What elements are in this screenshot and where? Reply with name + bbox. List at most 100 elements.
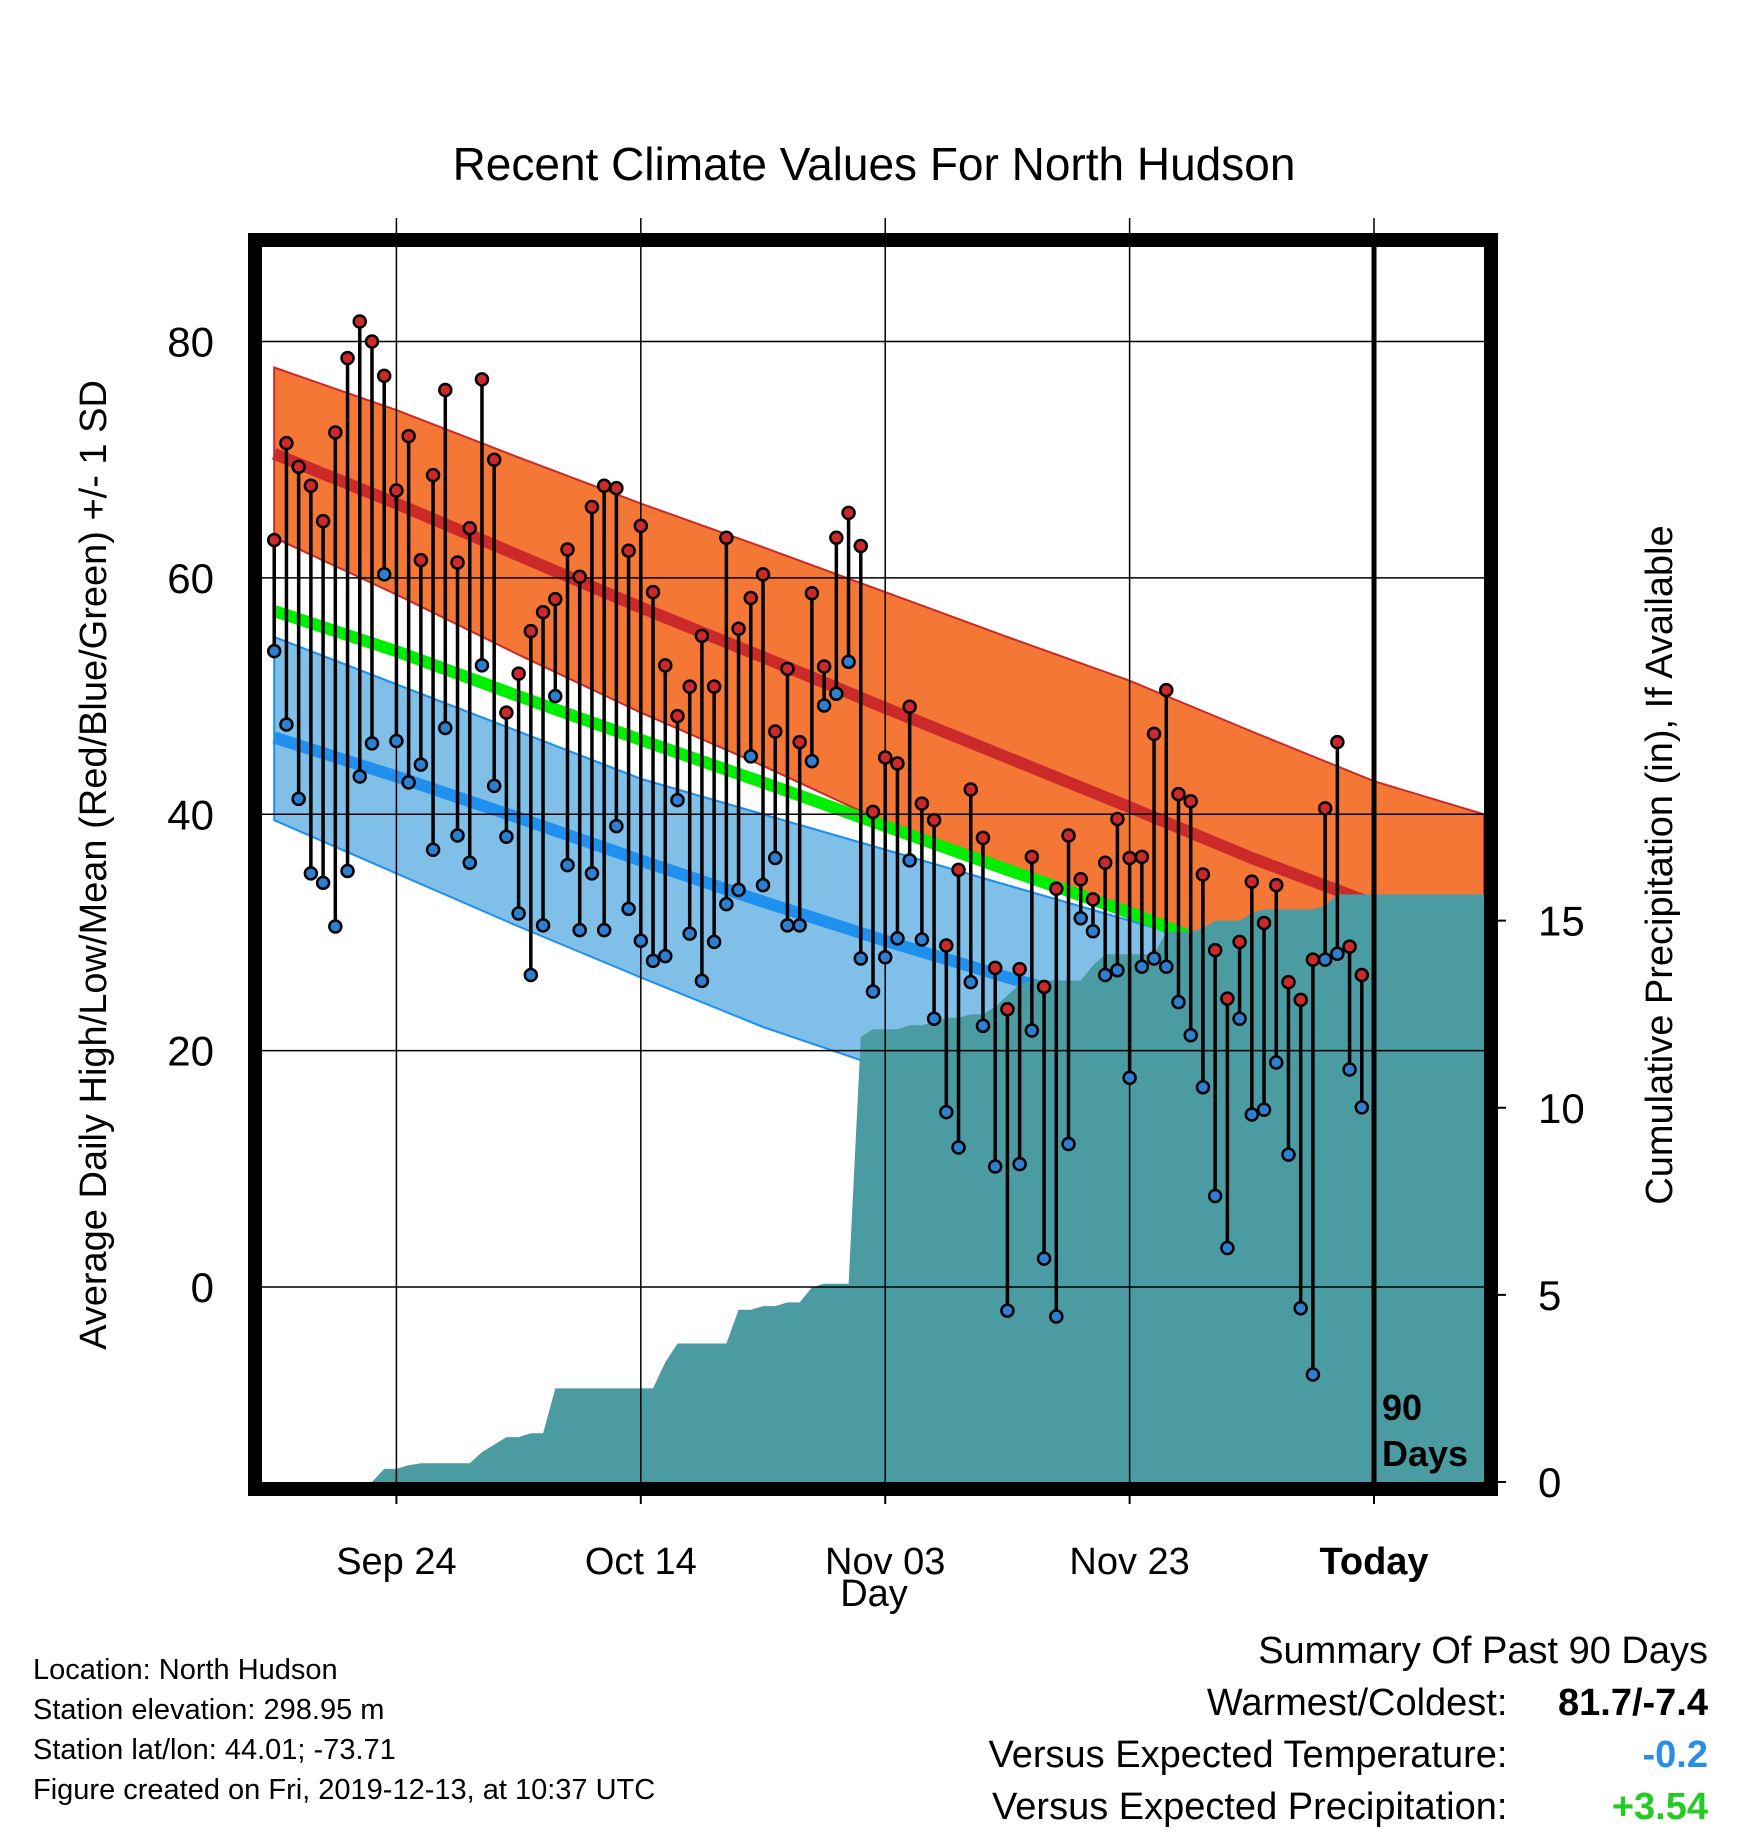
observed-low-point <box>1305 1367 1321 1382</box>
observed-high-point <box>902 699 917 714</box>
observed-high-point <box>560 542 575 557</box>
observed-low-point <box>1159 959 1174 974</box>
observed-high-point <box>621 543 636 558</box>
observed-low-point <box>829 686 844 701</box>
observed-high-point <box>364 334 380 349</box>
observed-low-point <box>963 974 979 990</box>
observed-high-point <box>804 586 820 601</box>
observed-high-point <box>1061 828 1076 843</box>
observed-low-point <box>1220 1240 1235 1256</box>
observed-high-point <box>1305 952 1321 967</box>
observed-low-point <box>548 688 563 704</box>
observed-high-point <box>963 782 979 797</box>
observed-low-point <box>1256 1102 1272 1117</box>
observed-high-point <box>780 661 795 677</box>
observed-high-point <box>816 659 832 674</box>
observed-high-point <box>315 513 331 529</box>
observed-high-point <box>1085 892 1101 907</box>
observed-low-point <box>1085 924 1101 939</box>
observed-high-point <box>914 796 930 811</box>
observed-low-point <box>523 967 539 983</box>
observed-high-point <box>987 960 1003 976</box>
observed-low-point <box>1354 1100 1370 1115</box>
observed-high-point <box>1097 855 1113 870</box>
observed-low-point <box>499 829 514 844</box>
observed-high-point <box>841 505 856 521</box>
observed-low-point <box>987 1159 1003 1174</box>
observed-low-point <box>926 1011 942 1026</box>
station-elevation: Station elevation: 298.95 m <box>33 1694 385 1726</box>
observed-high-point <box>877 750 893 765</box>
observed-high-point <box>572 569 587 584</box>
x-tick-label: Today <box>1319 1541 1428 1583</box>
observed-high-point <box>633 518 649 534</box>
observed-high-point <box>413 552 429 568</box>
observed-high-point <box>670 708 685 724</box>
observed-low-point <box>792 918 807 933</box>
observed-high-point <box>890 756 905 771</box>
observed-low-point <box>450 828 465 843</box>
observed-low-point <box>1342 1062 1357 1077</box>
summary-vs-temp: Versus Expected Temperature: -0.2 <box>989 1729 1708 1781</box>
observed-low-point <box>719 896 734 912</box>
summary-heading: Summary Of Past 90 Days <box>1258 1630 1708 1672</box>
observed-high-point <box>719 530 734 545</box>
summary-warmest-coldest: Warmest/Coldest: 81.7/-7.4 <box>989 1677 1708 1729</box>
observed-low-point <box>596 922 612 938</box>
observed-low-point <box>1073 911 1088 926</box>
observed-low-point <box>535 918 551 933</box>
station-info: Location: North Hudson Station elevation… <box>33 1650 655 1810</box>
observed-high-point <box>755 567 771 582</box>
observed-temperatures <box>266 314 1370 1382</box>
observed-low-point <box>1195 1080 1211 1095</box>
axes: 0 20 40 60 80 0 5 10 15 Sep 24 Oct 14 Nov 03 Nov 23 T… <box>167 233 1585 1583</box>
x-tick-label: Oct 14 <box>585 1541 697 1583</box>
x-tick-label: Sep 24 <box>336 1541 456 1583</box>
observed-high-point <box>523 623 539 639</box>
observed-high-point <box>1000 1002 1015 1017</box>
vs-temp-value: -0.2 <box>1642 1734 1708 1776</box>
y2-tick-label: 10 <box>1538 1085 1585 1132</box>
observed-low-point <box>340 863 355 879</box>
observed-high-point <box>1049 881 1064 896</box>
today-days-label: 90 <box>1382 1387 1422 1428</box>
observed-low-point <box>572 922 587 938</box>
observed-high-point <box>975 830 991 846</box>
observed-high-point <box>438 382 453 398</box>
observed-low-point <box>291 791 306 807</box>
observed-high-point <box>743 590 759 606</box>
observed-high-point <box>792 734 807 750</box>
y2-axis-label: Cumulative Precipitation (in), If Availa… <box>1639 525 1681 1204</box>
station-location: Location: North Hudson <box>33 1654 338 1686</box>
observed-low-point <box>731 882 746 898</box>
observed-high-point <box>1232 934 1247 950</box>
observed-high-point <box>291 459 306 475</box>
observed-low-point <box>364 736 380 751</box>
observed-low-point <box>303 866 319 881</box>
observed-low-point <box>1232 1011 1247 1026</box>
observed-high-point <box>767 724 783 739</box>
observed-low-point <box>266 643 282 659</box>
observed-high-point <box>1220 991 1235 1006</box>
observed-low-point <box>1134 959 1150 974</box>
observed-high-point <box>926 812 942 828</box>
observed-low-point <box>438 720 453 736</box>
observed-high-point <box>352 314 368 329</box>
observed-high-point <box>939 938 954 953</box>
x-axis-label: Day <box>840 1573 908 1615</box>
observed-high-point <box>474 372 490 387</box>
observed-high-point <box>829 530 844 545</box>
observed-low-point <box>352 769 368 784</box>
observed-low-point <box>975 1018 991 1034</box>
observed-high-point <box>731 621 746 636</box>
station-latlon: Station lat/lon: 44.01; -73.71 <box>33 1734 396 1766</box>
y-tick-label: 20 <box>167 1028 214 1075</box>
observed-high-point <box>1036 979 1052 995</box>
y-tick-label: 0 <box>191 1264 214 1311</box>
figure-created: Figure created on Fri, 2019-12-13, at 10… <box>33 1774 656 1806</box>
observed-low-point <box>1330 946 1345 961</box>
observed-low-point <box>853 951 869 966</box>
observed-high-point <box>865 804 881 820</box>
observed-high-point <box>535 604 551 620</box>
warmest-coldest-value: 81.7/-7.4 <box>1558 1682 1708 1724</box>
